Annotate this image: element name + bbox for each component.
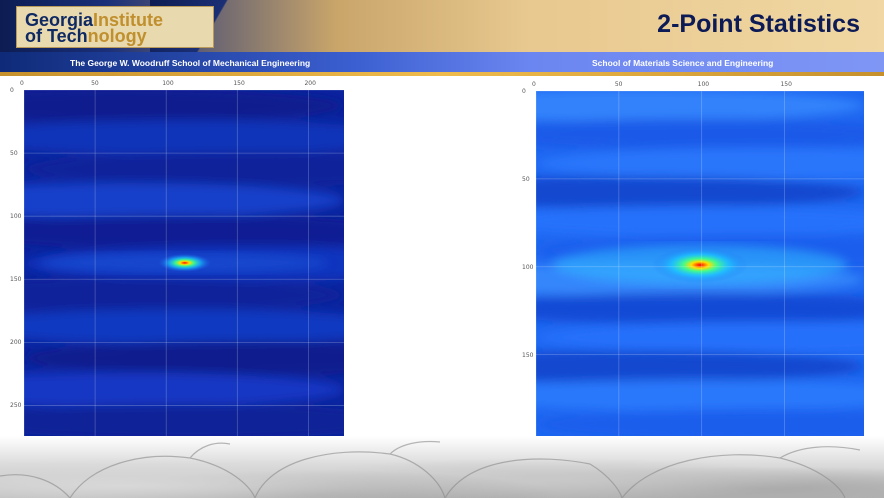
x-tick-label: 50 [91,80,99,87]
x-tick-label: 0 [20,80,24,87]
texture-band [536,147,864,180]
logo-word-nology: nology [87,26,147,46]
peak-marker [652,247,748,283]
logo-line-2: of Technology [25,27,147,45]
x-tick-label: 100 [697,81,710,88]
texture-band [536,408,864,439]
x-tick-label: 150 [233,80,245,87]
subheader-right-text: School of Materials Science and Engineer… [592,58,774,68]
texture-band [536,292,864,325]
peak-marker [158,253,211,272]
y-tick-label: 0 [522,88,526,95]
heatmap-right [536,91,864,439]
x-tick-label: 50 [614,81,623,88]
heatmap-svg [24,90,344,437]
y-tick-label: 100 [522,263,534,271]
logo-word-georgia: Georgia [25,10,94,30]
texture-bands [536,91,864,439]
texture-band [24,403,344,437]
subheader-stripe [0,72,884,76]
grain-texture [0,440,861,498]
texture-band [536,176,864,209]
slide-header: GeorgiaInstitute of Technology 2-Point S… [0,0,884,52]
slide-title: 2-Point Statistics [657,10,860,38]
heatmap-svg [536,91,864,439]
texture-band [536,205,864,238]
texture-band [536,350,864,383]
y-tick-label: 200 [10,339,22,347]
texture-band [536,91,864,122]
x-tick-label: 200 [304,80,316,87]
logo-line-1: GeorgiaInstitute [25,11,163,29]
y-tick-label: 100 [10,213,22,221]
y-tick-label: 0 [10,87,14,94]
x-tick-label: 0 [532,81,536,88]
logo-word-of-tech: of Tech [25,26,88,46]
y-tick-label: 250 [10,402,22,410]
logo-word-institute: Institute [93,10,164,30]
texture-band [24,151,344,187]
x-tick-label: 100 [162,80,174,87]
texture-band [536,118,864,151]
subheader-left-text: The George W. Woodruff School of Mechani… [70,58,311,68]
heatmap-left [24,90,344,437]
texture-band [24,90,344,124]
texture-band [24,214,344,250]
x-tick-label: 150 [780,81,792,88]
texture-band [24,372,344,408]
y-tick-label: 150 [522,351,534,359]
texture-band [536,379,864,412]
texture-band [24,183,344,218]
bottom-texture [0,436,884,498]
georgia-tech-logo: GeorgiaInstitute of Technology [16,6,214,48]
texture-bands [24,90,344,437]
subheader-bar [0,52,884,72]
texture-band [24,340,344,376]
texture-band [24,277,344,313]
y-tick-label: 50 [10,150,18,158]
texture-band [536,321,864,354]
texture-band [24,309,344,344]
texture-band [24,119,344,155]
y-tick-label: 150 [10,276,22,284]
y-tick-label: 50 [522,175,530,183]
